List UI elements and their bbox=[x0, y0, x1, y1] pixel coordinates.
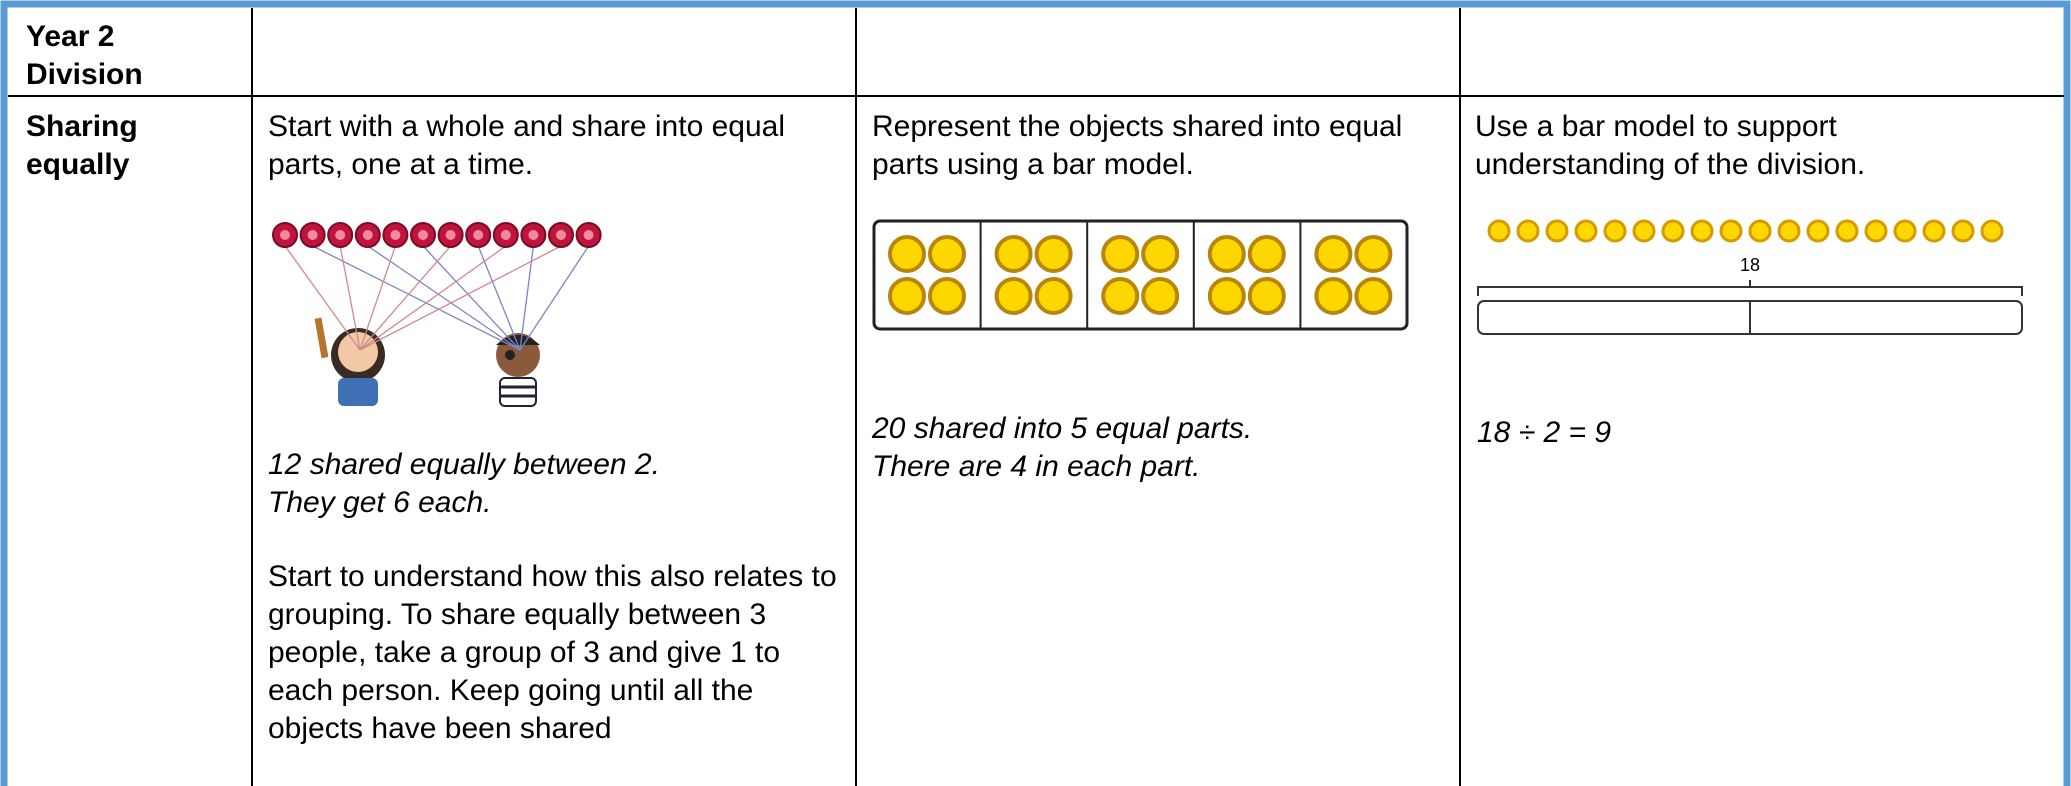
note: Start to understand how this also relate… bbox=[268, 560, 837, 745]
header-line: Division bbox=[26, 58, 143, 91]
caption-line: They get 6 each. bbox=[268, 486, 492, 519]
counter bbox=[1207, 277, 1246, 315]
share-string bbox=[367, 245, 521, 351]
counter bbox=[1101, 235, 1140, 273]
counter bbox=[1545, 219, 1569, 243]
counter bbox=[1141, 235, 1180, 273]
counter-shine bbox=[556, 230, 566, 240]
counter-shine bbox=[445, 230, 456, 240]
counter bbox=[1574, 219, 1598, 243]
equation: 18 ÷ 2 = 9 bbox=[1477, 416, 1612, 449]
share-string bbox=[284, 245, 361, 351]
counter bbox=[1141, 277, 1180, 315]
counter bbox=[1314, 277, 1353, 315]
instruction: Start with a whole and share into equal … bbox=[268, 110, 785, 181]
caption-line: 12 shared equally between 2. bbox=[268, 448, 660, 481]
counter-shine bbox=[390, 230, 401, 240]
counter bbox=[1835, 219, 1859, 243]
row-label-line: equally bbox=[26, 148, 130, 181]
counter bbox=[888, 235, 926, 273]
share-string bbox=[359, 245, 397, 351]
counter-shine bbox=[335, 230, 346, 240]
share-string bbox=[359, 245, 562, 351]
counter bbox=[888, 277, 926, 315]
counter-shine bbox=[528, 230, 539, 240]
counter-shine bbox=[500, 230, 511, 240]
counter bbox=[1034, 235, 1073, 273]
counter bbox=[1719, 219, 1743, 243]
counter-shine bbox=[280, 230, 290, 240]
instruction: Use a bar model to support understanding… bbox=[1475, 110, 1866, 181]
counter bbox=[1980, 219, 2004, 243]
share-string bbox=[312, 245, 521, 351]
header-title: Year 2 Division bbox=[26, 18, 143, 94]
counter bbox=[1951, 219, 1975, 243]
brace bbox=[1477, 286, 2023, 296]
counter bbox=[994, 277, 1033, 315]
pirate-girl bbox=[314, 317, 385, 406]
counter bbox=[1603, 219, 1627, 243]
counter bbox=[1354, 235, 1393, 273]
caption-line: 20 shared into 5 equal parts. bbox=[872, 412, 1253, 445]
bar-box bbox=[872, 219, 1409, 331]
counter bbox=[994, 235, 1033, 273]
grid bbox=[8, 8, 2064, 786]
header-line: Year 2 bbox=[26, 20, 115, 53]
share-string bbox=[422, 245, 521, 351]
row-label: Sharing equally bbox=[26, 108, 138, 184]
counter bbox=[1777, 219, 1801, 243]
counter bbox=[1247, 277, 1286, 315]
share-string bbox=[359, 245, 507, 351]
counter bbox=[1864, 219, 1888, 243]
caption-line: There are 4 in each part. bbox=[872, 450, 1201, 483]
counter bbox=[1922, 219, 1946, 243]
counter-shine bbox=[418, 230, 428, 240]
counter bbox=[1034, 277, 1073, 315]
bar-label: 18 bbox=[1740, 255, 1760, 275]
counter bbox=[928, 235, 966, 273]
counter bbox=[1487, 219, 1511, 243]
counter bbox=[1661, 219, 1685, 243]
counter bbox=[1748, 219, 1772, 243]
counter bbox=[1314, 235, 1353, 273]
share-string bbox=[477, 245, 521, 351]
counter bbox=[1690, 219, 1714, 243]
counter bbox=[1354, 277, 1393, 315]
share-string bbox=[519, 245, 590, 351]
counter bbox=[1632, 219, 1656, 243]
counter-shine bbox=[583, 230, 594, 240]
instruction: Represent the objects shared into equal … bbox=[872, 110, 1403, 181]
counter bbox=[1893, 219, 1917, 243]
share-string bbox=[519, 245, 535, 351]
counter bbox=[1806, 219, 1830, 243]
counter bbox=[1516, 219, 1540, 243]
caption: 20 shared into 5 equal parts. There are … bbox=[872, 410, 1252, 486]
counter bbox=[1247, 235, 1286, 273]
share-string bbox=[339, 245, 361, 351]
counter bbox=[1101, 277, 1140, 315]
counter-shine bbox=[307, 230, 318, 240]
counter-shine bbox=[362, 230, 373, 240]
share-string bbox=[359, 245, 452, 351]
counter-shine bbox=[473, 230, 484, 240]
row-label-line: Sharing bbox=[26, 110, 138, 143]
counter bbox=[1207, 235, 1246, 273]
caption: 12 shared equally between 2. They get 6 … bbox=[268, 446, 660, 522]
counter bbox=[928, 277, 966, 315]
